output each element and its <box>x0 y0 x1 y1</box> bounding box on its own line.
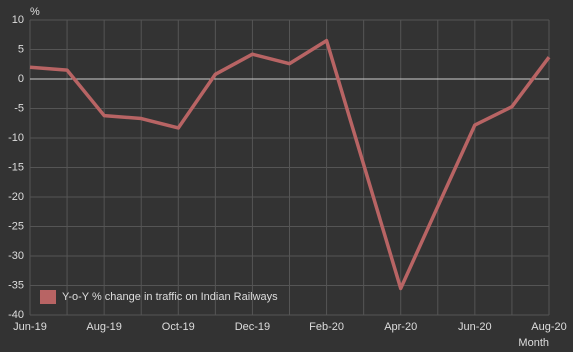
y-tick-label: 10 <box>12 14 24 26</box>
x-tick-label: Jun-19 <box>13 321 47 333</box>
x-tick-label: Apr-20 <box>384 321 417 333</box>
y-tick-label: -35 <box>8 279 24 291</box>
y-tick-label: -10 <box>8 132 24 144</box>
y-tick-label: -15 <box>8 161 24 173</box>
x-tick-label: Aug-20 <box>531 321 566 333</box>
x-tick-label: Feb-20 <box>309 321 344 333</box>
x-tick-label: Jun-20 <box>458 321 492 333</box>
x-tick-label: Oct-19 <box>162 321 195 333</box>
x-tick-label: Aug-19 <box>86 321 121 333</box>
legend-swatch <box>40 290 56 304</box>
y-tick-label: -20 <box>8 191 24 203</box>
y-tick-label: -5 <box>14 102 24 114</box>
y-axis-label: % <box>30 6 40 18</box>
y-tick-label: 5 <box>18 43 24 55</box>
y-tick-label: -25 <box>8 220 24 232</box>
x-tick-label: Dec-19 <box>235 321 270 333</box>
legend-label: Y-o-Y % change in traffic on Indian Rail… <box>62 291 278 303</box>
x-axis-label: Month <box>518 337 549 349</box>
y-tick-label: -30 <box>8 250 24 262</box>
y-tick-label: 0 <box>18 73 24 85</box>
y-tick-label: -40 <box>8 309 24 321</box>
line <box>29 38 551 291</box>
